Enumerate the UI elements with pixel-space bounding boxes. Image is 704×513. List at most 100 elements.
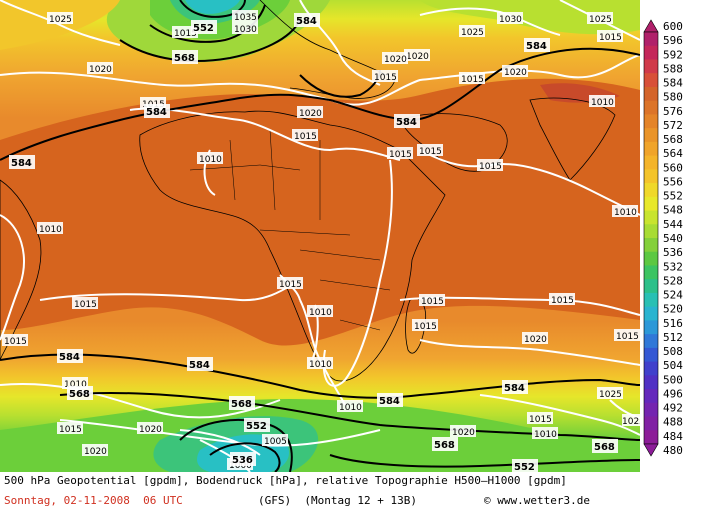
isobar-label: 1010: [64, 380, 87, 390]
contour-label: 584: [146, 107, 167, 118]
isobar-label: 1010: [39, 225, 62, 235]
isobar-label: 1015: [479, 162, 502, 172]
legend-tick-label: 524: [663, 289, 683, 302]
isobar-label: 1015: [74, 300, 97, 310]
legend-tick-label: 532: [663, 260, 683, 273]
contour-label: 568: [594, 442, 615, 453]
legend-swatch: [644, 361, 658, 376]
legend-tick-label: 592: [663, 48, 683, 61]
legend-tick-label: 556: [663, 175, 683, 188]
isobar-label: 1010: [614, 208, 637, 218]
legend-tick-label: 492: [663, 402, 683, 415]
forecast-date: Sonntag, 02-11-2008 06 UTC: [4, 494, 183, 507]
legend-tick-label: 484: [663, 430, 683, 443]
isobar-label: 1020: [384, 55, 407, 65]
legend-color-bar: [643, 19, 659, 457]
north-low-eye: [185, 0, 240, 14]
contour-label: 584: [379, 396, 400, 407]
legend-tick-label: 576: [663, 105, 683, 118]
legend-tick-label: 540: [663, 232, 683, 245]
legend-tick-label: 596: [663, 34, 683, 47]
legend-swatch: [644, 334, 658, 349]
contour-label: 568: [231, 399, 252, 410]
south-america-outline: [0, 179, 42, 361]
legend-swatch: [644, 306, 658, 321]
contour-label: 584: [396, 117, 417, 128]
contour-label: 584: [526, 41, 547, 52]
isobar-label: 1020: [406, 52, 429, 62]
isobar-label: 1015: [461, 75, 484, 85]
legend-swatch: [644, 320, 658, 335]
legend-swatch: [644, 169, 658, 184]
isobar-label: 1015: [616, 332, 639, 342]
isobar-label: 1015: [374, 73, 397, 83]
isobar-label: 1015: [421, 297, 444, 307]
legend-swatch: [644, 430, 658, 445]
legend-swatch: [644, 114, 658, 129]
legend-swatch: [644, 238, 658, 253]
legend-swatch: [644, 210, 658, 225]
isobar-label: 1020: [299, 109, 322, 119]
legend-swatch: [644, 265, 658, 280]
isobar-label: 1015: [529, 415, 552, 425]
isobar-label: 1020: [139, 425, 162, 435]
isobar-label: 1035: [234, 13, 257, 23]
isobar-label: 1015: [551, 296, 574, 306]
legend-swatch: [644, 32, 658, 47]
isobar-label: 1030: [499, 15, 522, 25]
isobar-label: 1025: [49, 15, 72, 25]
isobar-label: 1015: [4, 337, 27, 347]
legend-tick-label: 544: [663, 218, 683, 231]
legend-tick-label: 548: [663, 204, 683, 217]
legend-swatch: [644, 196, 658, 212]
legend-tick-label: 552: [663, 190, 683, 203]
isobar-label: 1030: [234, 25, 257, 35]
color-scale-legend: 6005965925885845805765725685645605565525…: [640, 0, 704, 472]
isobar-label: 1010: [591, 98, 614, 108]
legend-tick-label: 500: [663, 373, 683, 386]
contour-label: 584: [296, 16, 317, 27]
legend-swatch: [644, 251, 658, 266]
legend-swatch: [644, 141, 658, 157]
isobar-label: 1025: [589, 15, 612, 25]
isobar-label: 1005: [264, 437, 287, 447]
isobar-label: 1015: [599, 33, 622, 43]
isobar-label: 1015: [419, 147, 442, 157]
legend-tick-label: 504: [663, 359, 683, 372]
contour-label: 536: [232, 455, 253, 466]
isobar-label: 1020: [84, 447, 107, 457]
isobar-label: 1010: [199, 155, 222, 165]
legend-swatch: [644, 375, 658, 390]
contour-label: 584: [59, 352, 80, 363]
legend-swatch: [644, 292, 658, 308]
legend-swatch: [644, 155, 658, 170]
legend-tick-label: 584: [663, 77, 683, 90]
contour-label: 568: [174, 53, 195, 64]
height-contour-labels: 552 568 584 584 584 584 584 584 584 584 …: [9, 13, 618, 472]
chart-description: 500 hPa Geopotential [gpdm], Bodendruck …: [4, 474, 567, 487]
credit-link[interactable]: © www.wetter3.de: [484, 494, 590, 507]
isobar-label: 1025: [599, 390, 622, 400]
isobar-label: 1010: [309, 360, 332, 370]
legend-tick-label: 496: [663, 387, 683, 400]
legend-tick-labels: 6005965925885845805765725685645605565525…: [663, 20, 683, 457]
legend-swatch: [644, 100, 658, 115]
india-outline: [529, 97, 616, 181]
isobar-label: 1020: [452, 428, 475, 438]
legend-swatch: [644, 73, 658, 88]
legend-swatch: [644, 59, 658, 74]
legend-tick-label: 600: [663, 20, 683, 33]
contour-label: 552: [246, 421, 267, 432]
legend-swatch: [644, 224, 658, 239]
isobar-label: 1015: [294, 132, 317, 142]
model-run: (GFS) (Montag 12 + 13B): [258, 494, 417, 507]
legend-tick-label: 508: [663, 345, 683, 358]
isobar-label: 1015: [279, 280, 302, 290]
legend-tick-label: 560: [663, 161, 683, 174]
isobar-label: 1010: [309, 308, 332, 318]
legend-swatch: [644, 402, 658, 418]
contour-label: 584: [504, 383, 525, 394]
legend-tick-label: 588: [663, 62, 683, 75]
legend-tick-label: 488: [663, 416, 683, 429]
isobar-label: 1015: [59, 425, 82, 435]
